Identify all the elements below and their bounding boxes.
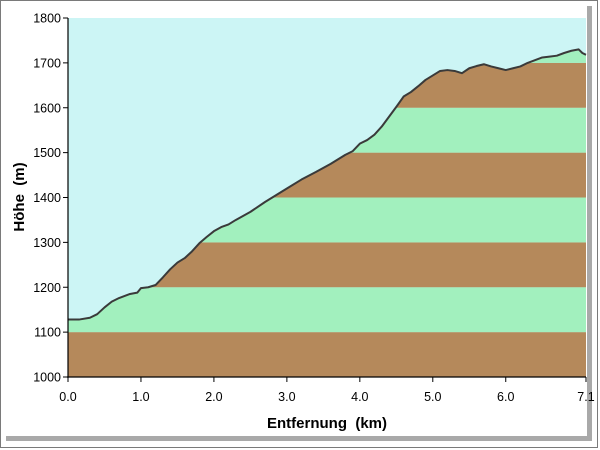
y-tick-label: 1100 (34, 326, 61, 340)
x-tick-label: 6.0 (497, 390, 514, 404)
y-tick-label: 1400 (33, 191, 61, 205)
x-tick-label: 5.0 (424, 390, 441, 404)
elevation-profile-line (68, 48, 587, 321)
axes: 1000 1100 1200 1300 1400 1500 1600 1700 1800 0.0 1… (33, 12, 595, 405)
y-tick-label: 1600 (33, 101, 61, 115)
x-tick-label: 1.0 (132, 390, 149, 404)
x-axis-title: Entfernung (km) (267, 415, 387, 432)
y-tick-label: 1500 (33, 146, 61, 160)
frame-shadow-right (587, 6, 592, 440)
y-tick-label: 1700 (33, 56, 61, 70)
x-tick-label: 2.0 (205, 390, 222, 404)
elevation-band (68, 332, 586, 377)
y-tick-label: 1800 (33, 12, 61, 26)
y-tick-label: 1000 (33, 371, 61, 385)
elevation-band (68, 287, 586, 333)
frame-shadow-bottom (6, 436, 592, 441)
x-tick-label: 3.0 (278, 390, 295, 404)
x-tick-label: 0.0 (59, 390, 76, 404)
y-tick-label: 1200 (33, 281, 61, 295)
x-tick-label: 7.1 (577, 390, 594, 404)
plot-area (68, 18, 587, 377)
x-tick-label: 4.0 (351, 390, 368, 404)
y-tick-label: 1300 (33, 236, 61, 250)
y-axis-title: Höhe (m) (11, 162, 28, 231)
